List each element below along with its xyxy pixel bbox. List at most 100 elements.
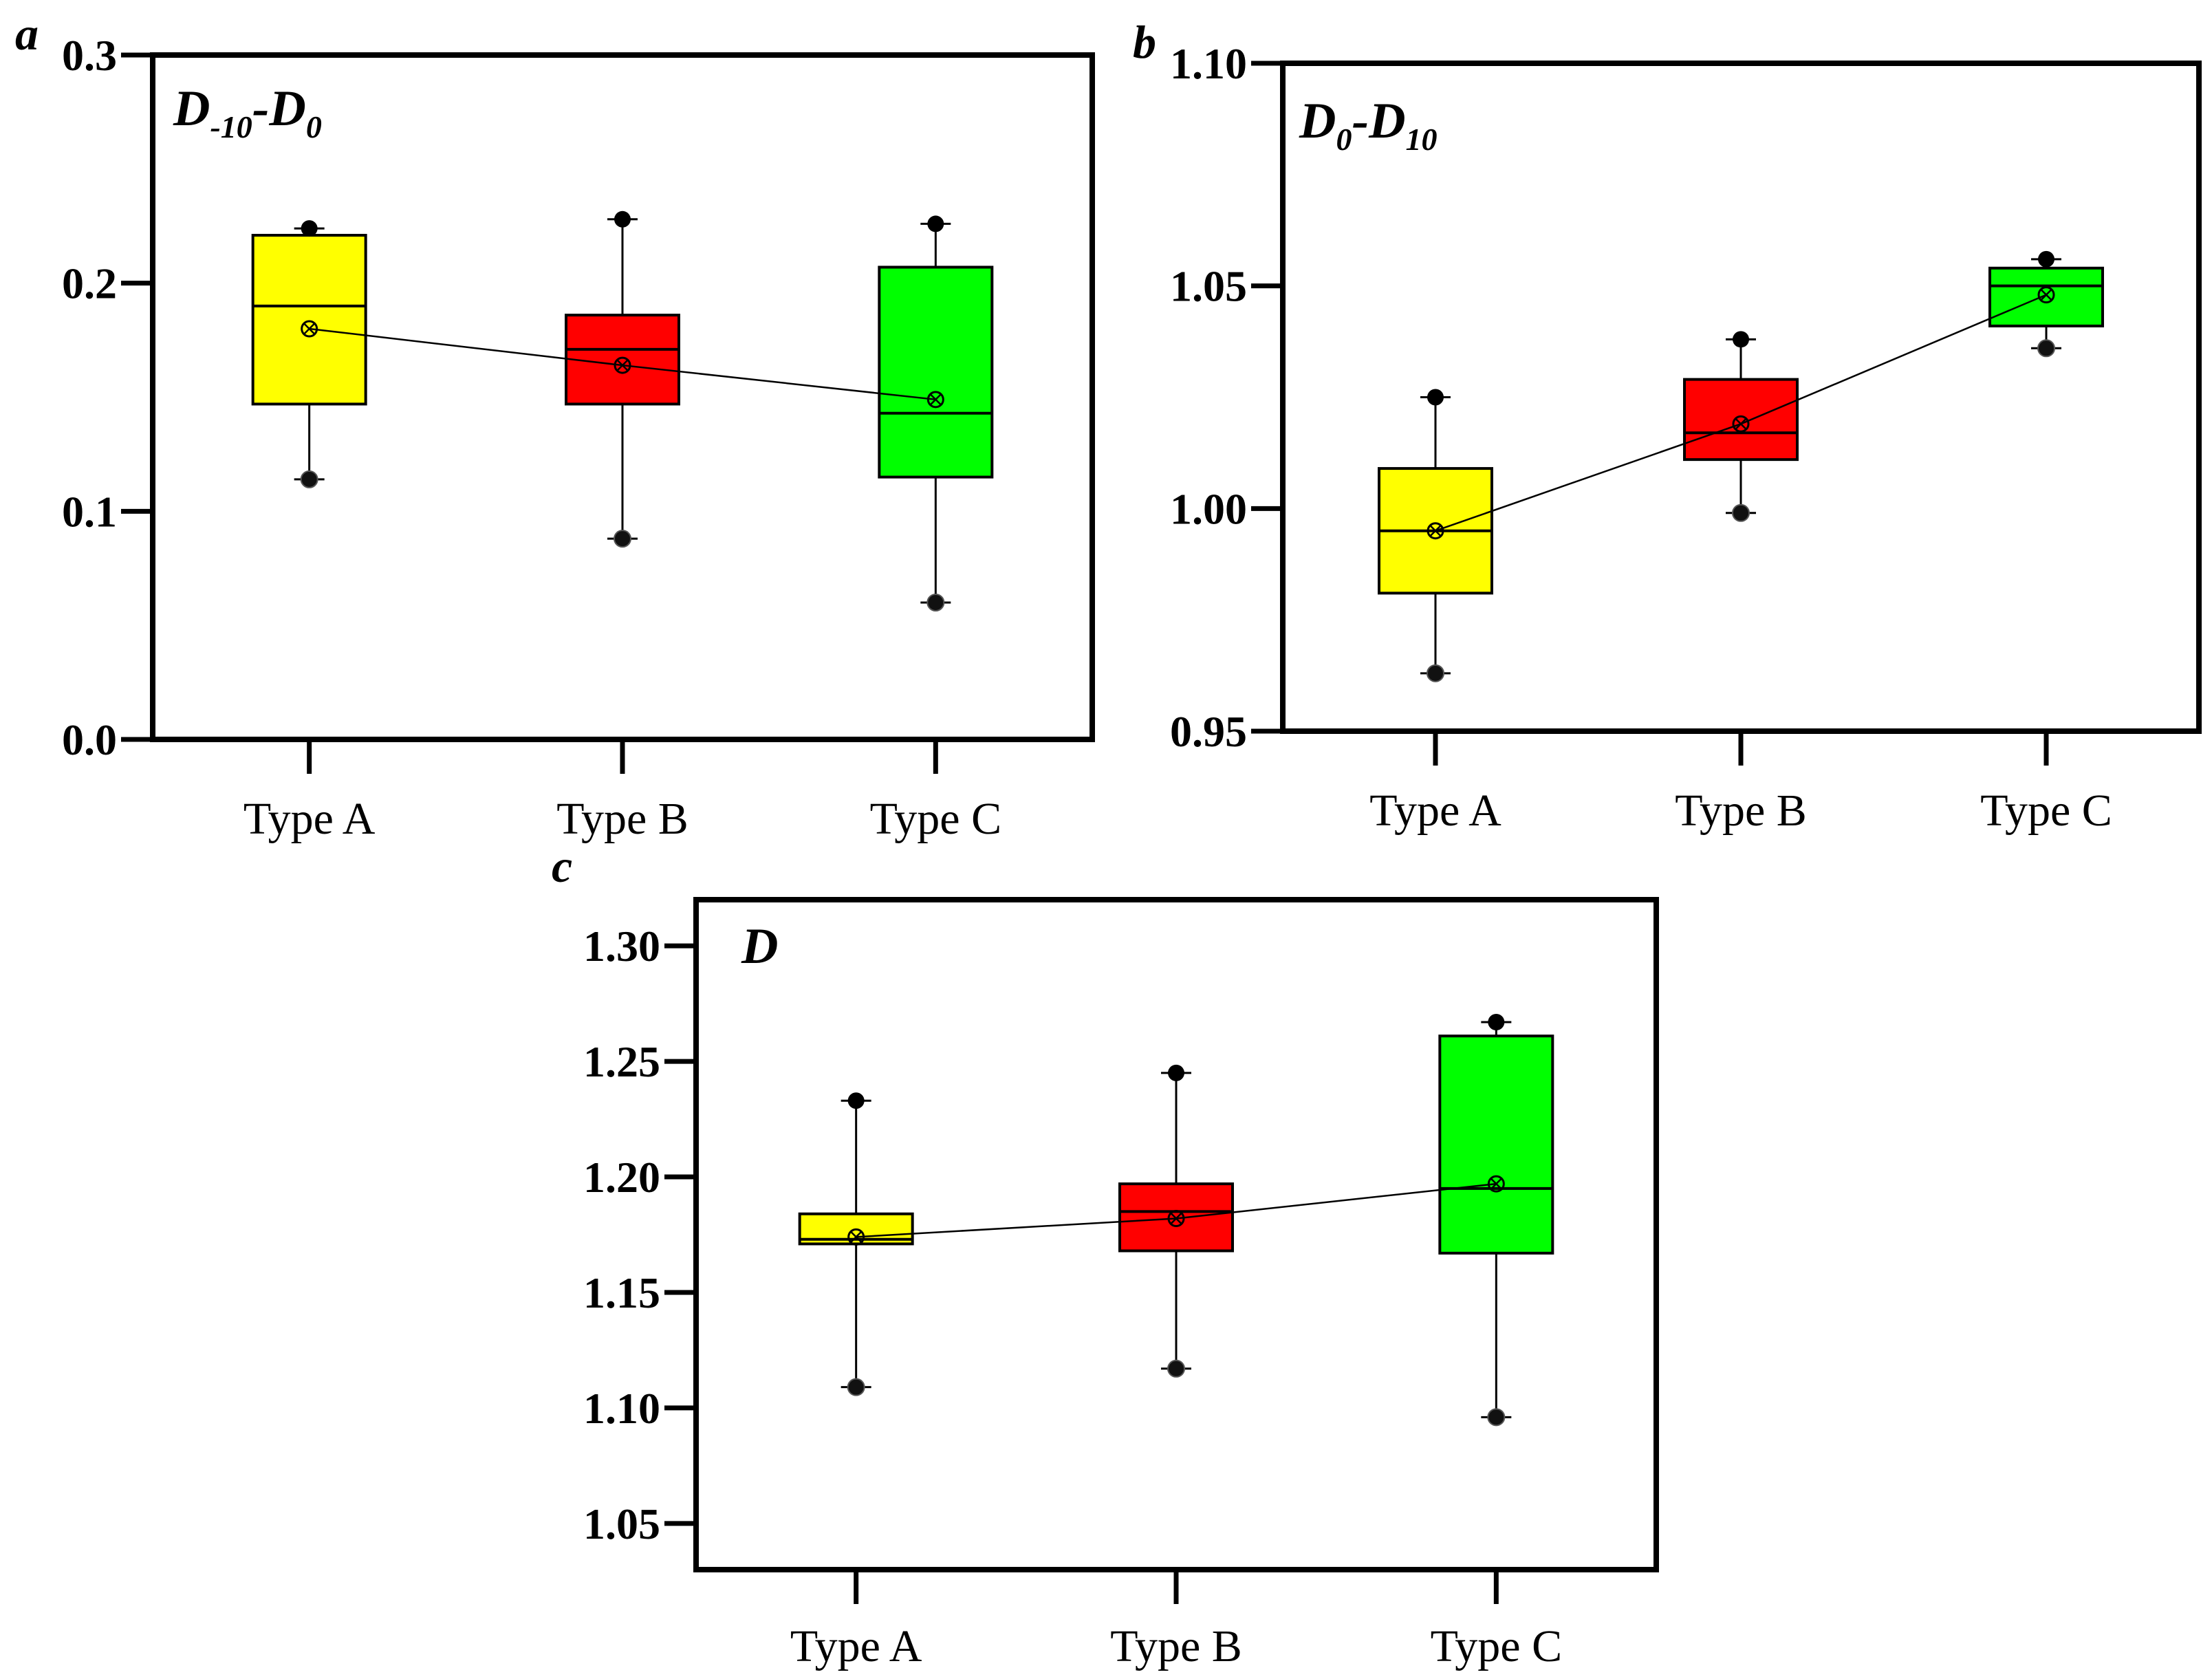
box-body: [878, 266, 994, 479]
box-type-b: [565, 210, 680, 548]
mean-cross-b: [303, 323, 316, 335]
y-tick-label: 1.25: [583, 1037, 660, 1086]
mean-cross-b: [1735, 418, 1747, 430]
category-label-1: Type A: [243, 794, 376, 844]
min-point: [1427, 664, 1444, 682]
max-point: [301, 220, 318, 237]
mean-circle: [614, 356, 631, 374]
box-type-a: [251, 220, 367, 488]
mean-circle: [301, 320, 318, 338]
panel-a: 0.0 0.1 0.2 0.3 Type A Type B Type C a D-10-D0: [15, 8, 1095, 844]
mean-circle: [926, 391, 944, 409]
mean-marker: [847, 1228, 865, 1246]
box-body: [1683, 378, 1799, 462]
y-tick-label: 1.30: [583, 922, 660, 971]
category-label-2: Type B: [556, 794, 688, 844]
mean-cross-b: [1170, 1212, 1182, 1225]
mean-circle: [1732, 415, 1750, 433]
panel-title-subscript: 0: [306, 109, 322, 144]
mean-marker: [1487, 1175, 1505, 1193]
category-label-2: Type B: [1675, 786, 1807, 836]
y-tick-label: 1.15: [583, 1268, 660, 1317]
min-point: [2037, 339, 2055, 358]
box-body: [565, 314, 680, 406]
mean-cross-b: [850, 1231, 863, 1243]
mean-marker: [1167, 1209, 1185, 1227]
mean-marker: [1732, 415, 1750, 433]
panel-letter: c: [552, 840, 572, 892]
box-type-c: [1438, 1014, 1554, 1427]
y-tick-label: 1.20: [583, 1153, 660, 1202]
box-body: [251, 234, 367, 406]
panel-c: 1.05 1.10 1.15 1.20 1.25 1.30 Type A Type B Type…: [552, 840, 1659, 1671]
max-point: [1488, 1014, 1505, 1031]
panel-title: D-10-D0: [173, 80, 322, 144]
max-point: [1168, 1064, 1184, 1081]
category-label-1: Type A: [790, 1621, 922, 1671]
panel-letter: b: [1133, 16, 1156, 68]
min-point: [926, 594, 945, 611]
max-point: [2038, 250, 2054, 268]
y-tick-label: 1.10: [583, 1384, 660, 1433]
mean-circle: [1167, 1209, 1185, 1227]
mean-circle: [1487, 1175, 1505, 1193]
mean-cross-b: [929, 393, 942, 406]
max-point: [1427, 389, 1444, 406]
panel-title-subscript: -10: [210, 109, 252, 144]
mean-marker: [301, 320, 318, 338]
y-tick-label: 0.2: [62, 259, 117, 308]
panel-title: D0-D10: [1299, 93, 1438, 157]
y-tick-label: 0.0: [62, 715, 117, 764]
mean-cross-b: [2040, 289, 2052, 301]
category-label-2: Type B: [1110, 1621, 1242, 1671]
mean-cross-b: [1429, 525, 1442, 537]
panel-title: D: [741, 918, 778, 975]
panel-title-part: D: [741, 918, 778, 975]
mean-circle: [2037, 286, 2055, 304]
panel-title-part: -D: [1352, 93, 1405, 149]
max-point: [614, 210, 631, 228]
min-point: [300, 470, 318, 488]
panel-title-subscript: 0: [1336, 122, 1352, 157]
panel-letter: a: [15, 8, 39, 60]
mean-marker: [1427, 522, 1444, 540]
panel-b: 0.95 1.00 1.05 1.10 Type A Type B Type C b D0-D1…: [1133, 16, 2202, 836]
mean-cross-b: [616, 359, 629, 371]
panel-title-subscript: 10: [1406, 122, 1438, 157]
min-point: [1487, 1408, 1506, 1427]
min-point: [1167, 1359, 1185, 1378]
mean-circle: [847, 1228, 865, 1246]
panel-title-part: -D: [252, 80, 306, 137]
panel-title-part: D: [1299, 93, 1336, 149]
max-point: [847, 1092, 865, 1109]
category-label-3: Type C: [870, 794, 1002, 844]
box-type-c: [1988, 250, 2104, 358]
y-tick-label: 1.00: [1170, 484, 1247, 533]
mean-circle: [1427, 522, 1444, 540]
y-tick-label: 1.05: [1170, 262, 1247, 311]
mean-marker: [2037, 286, 2055, 304]
category-label-3: Type C: [1980, 786, 2112, 836]
mean-marker: [926, 391, 944, 409]
y-tick-label: 0.3: [62, 31, 117, 80]
min-point: [614, 530, 631, 548]
plot-frame: [693, 897, 1659, 1572]
mean-cross-b: [1490, 1178, 1502, 1190]
plot-frame: [150, 52, 1095, 742]
panel-title-part: D: [173, 80, 210, 137]
plot-frame: [1280, 61, 2202, 734]
y-tick-label: 0.1: [62, 487, 117, 536]
y-tick-label: 1.05: [583, 1499, 660, 1548]
box-body: [1438, 1035, 1554, 1255]
min-point: [847, 1378, 865, 1396]
max-point: [1733, 331, 1749, 348]
min-point: [1732, 503, 1750, 522]
category-label-3: Type C: [1431, 1621, 1563, 1671]
box-body: [1988, 266, 2104, 327]
y-tick-label: 1.10: [1170, 39, 1247, 88]
mean-marker: [614, 356, 631, 374]
max-point: [927, 215, 944, 232]
category-label-1: Type A: [1369, 786, 1501, 836]
box-type-c: [878, 215, 994, 611]
